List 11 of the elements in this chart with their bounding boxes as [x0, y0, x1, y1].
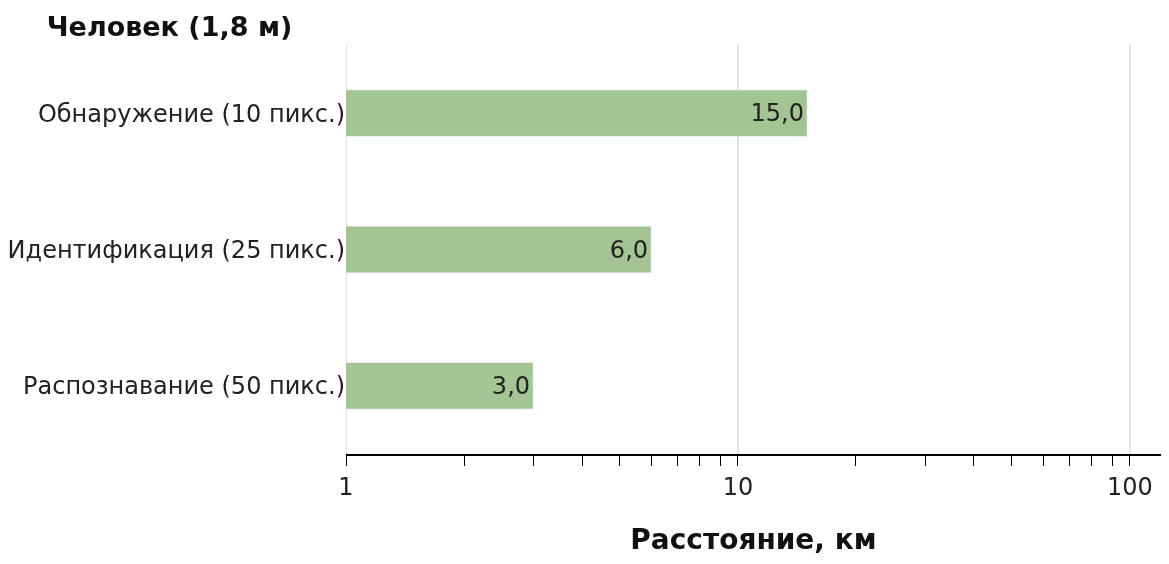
data-label: 15,0	[750, 99, 805, 128]
data-label: 3,0	[491, 371, 531, 400]
chart-title: Человек (1,8 м)	[46, 10, 293, 42]
data-label: 6,0	[609, 235, 649, 264]
y-tick-label: Обнаружение (10 пикс.)	[37, 99, 345, 128]
x-tick-label: 10	[722, 472, 754, 501]
x-axis-title: Расстояние, км	[630, 523, 877, 557]
x-tick-label: 100	[1107, 472, 1153, 501]
y-tick-label: Идентификация (25 пикс.)	[7, 235, 345, 264]
x-tick-label: 1	[338, 472, 354, 501]
y-tick-label: Распознавание (50 пикс.)	[23, 372, 345, 401]
